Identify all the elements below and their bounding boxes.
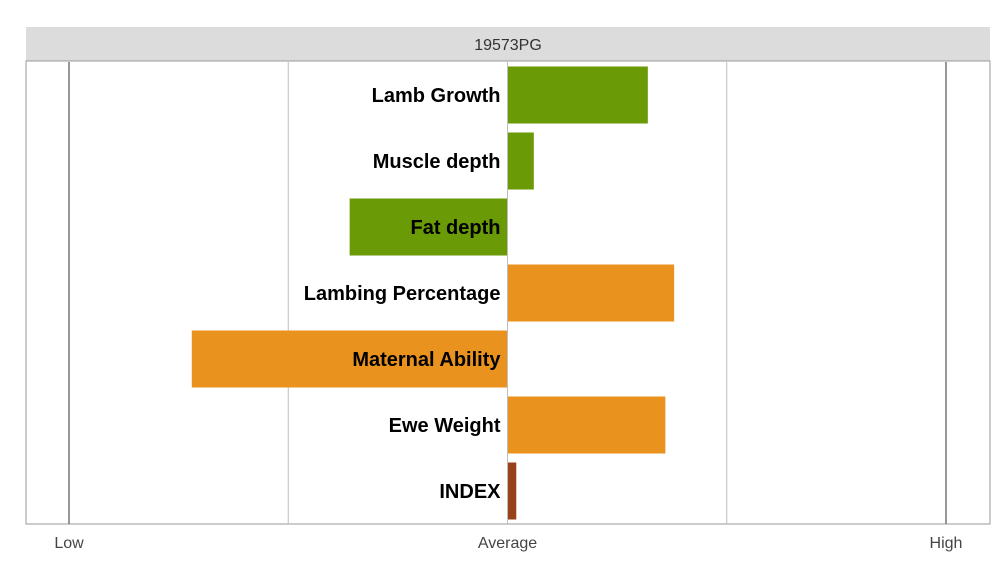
x-axis-ticks: Low Average High bbox=[54, 535, 962, 552]
bars bbox=[191, 66, 675, 520]
bar-labels: Lamb Growth Muscle depth Fat depth Lambing … bbox=[304, 62, 508, 524]
chart-title-band bbox=[26, 27, 990, 61]
bar-label-lambing-percentage: Lambing Percentage bbox=[304, 283, 501, 305]
bar-label-fat-depth: Fat depth bbox=[411, 217, 501, 239]
bar-label-index: INDEX bbox=[439, 481, 501, 503]
bar-label-muscle-depth: Muscle depth bbox=[373, 151, 501, 173]
x-tick-label-average: Average bbox=[478, 535, 537, 552]
bar-label-ewe-weight: Ewe Weight bbox=[389, 415, 501, 437]
bar-maternal-ability bbox=[191, 330, 508, 388]
bar-lamb-growth bbox=[507, 66, 648, 124]
x-tick-label-low: Low bbox=[54, 535, 84, 552]
bar-index bbox=[507, 462, 517, 520]
bar-ewe-weight bbox=[507, 396, 666, 454]
bar-label-maternal-ability: Maternal Ability bbox=[352, 349, 501, 371]
bar-lambing-percentage bbox=[507, 264, 675, 322]
bar-fat-depth bbox=[349, 198, 508, 256]
x-tick-label-high: High bbox=[930, 535, 963, 552]
bar-muscle-depth bbox=[507, 132, 534, 190]
chart-title: 19573PG bbox=[474, 37, 542, 54]
bar-label-lamb-growth: Lamb Growth bbox=[372, 85, 501, 107]
